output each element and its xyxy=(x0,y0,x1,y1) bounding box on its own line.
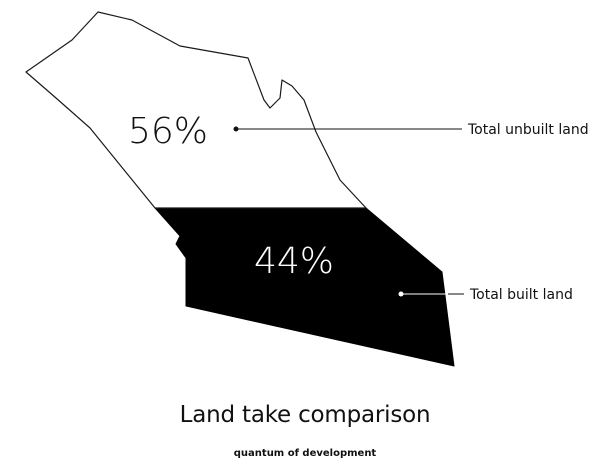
built-percent-label: 44% xyxy=(254,241,334,282)
unbuilt-percent-label: 56% xyxy=(128,111,208,152)
unbuilt-callout-label: Total unbuilt land xyxy=(467,122,589,138)
built-land-region xyxy=(153,207,455,367)
chart-title: Land take comparison xyxy=(179,402,431,428)
chart-subtitle: quantum of development xyxy=(233,448,377,459)
unbuilt-land-region xyxy=(25,11,367,209)
built-callout-label: Total built land xyxy=(469,287,573,303)
